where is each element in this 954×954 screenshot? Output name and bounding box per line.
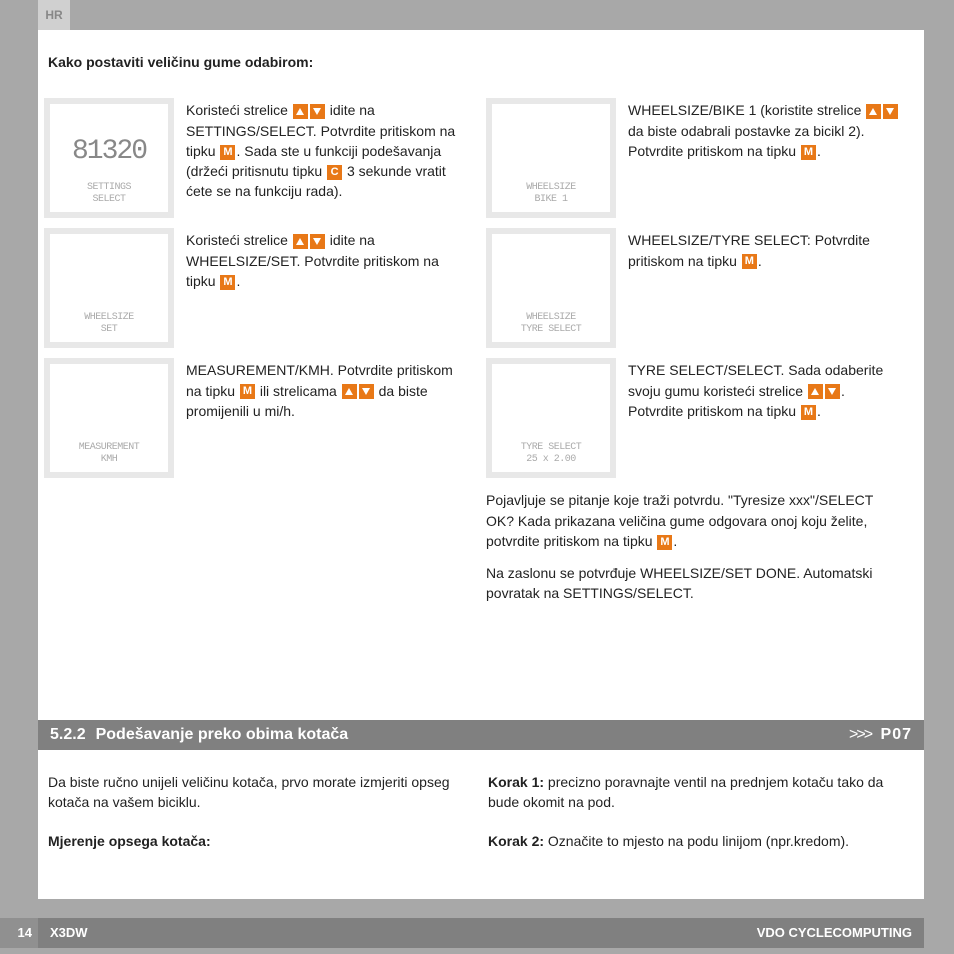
- instruction-item: WHEELSIZESET Koristeći strelice idite na …: [44, 228, 458, 348]
- manual-page: HR Kako postaviti veličinu gume odabirom…: [0, 0, 954, 954]
- lcd-screen: MEASUREMENTKMH: [44, 358, 174, 478]
- ref-code: P07: [881, 726, 912, 743]
- lcd-small-text: MEASUREMENTKMH: [79, 442, 140, 466]
- lcd-small-text: WHEELSIZETYRE SELECT: [521, 312, 582, 336]
- lcd-screen: TYRE SELECT25 x 2.00: [486, 358, 616, 478]
- paragraph: Pojavljuje se pitanje koje traži potvrdu…: [486, 490, 900, 551]
- m-button-icon: [657, 535, 672, 550]
- m-button-icon: [220, 145, 235, 160]
- main-content: Kako postaviti veličinu gume odabirom: 8…: [38, 30, 924, 720]
- instruction-text: MEASUREMENT/KMH. Potvrdite pritiskom na …: [186, 358, 458, 421]
- footer-brand: VDO CYCLECOMPUTING: [757, 924, 912, 943]
- arrow-up-icon: [293, 104, 308, 119]
- lcd-small-text: WHEELSIZESET: [84, 312, 134, 336]
- ref-arrows: >>>: [849, 726, 871, 743]
- step-label: Korak 1:: [488, 774, 544, 790]
- arrow-up-icon: [808, 384, 823, 399]
- instruction-text: WHEELSIZE/TYRE SELECT: Potvrdite pritisk…: [628, 228, 900, 271]
- arrow-down-icon: [883, 104, 898, 119]
- instruction-item: WHEELSIZETYRE SELECT WHEELSIZE/TYRE SELEC…: [486, 228, 900, 348]
- lcd-screen: WHEELSIZEBIKE 1: [486, 98, 616, 218]
- step: Korak 2: Označite to mjesto na podu lini…: [488, 831, 900, 851]
- m-button-icon: [220, 275, 235, 290]
- instruction-text: Koristeći strelice idite na SETTINGS/SEL…: [186, 98, 458, 201]
- language-tab: HR: [38, 0, 70, 30]
- m-button-icon: [801, 405, 816, 420]
- instruction-text: Koristeći strelice idite na WHEELSIZE/SE…: [186, 228, 458, 291]
- instruction-item: MEASUREMENTKMH MEASUREMENT/KMH. Potvrdite…: [44, 358, 458, 478]
- sec2-right: Korak 1: precizno poravnajte ventil na p…: [488, 772, 900, 869]
- instruction-item: TYRE SELECT25 x 2.00 TYRE SELECT/SELECT. …: [486, 358, 900, 478]
- section-number: 5.2.2: [50, 723, 86, 746]
- paragraph: Na zaslonu se potvrđuje WHEELSIZE/SET DO…: [486, 563, 900, 604]
- sec2-left: Da biste ručno unijeli veličinu kotača, …: [48, 772, 460, 869]
- page-number-stripe: 14: [0, 918, 38, 948]
- right-column: WHEELSIZEBIKE 1 WHEELSIZE/BIKE 1 (koristi…: [486, 98, 900, 603]
- instruction-item: 81320 SETTINGSSELECT Koristeći strelice id…: [44, 98, 458, 218]
- section-title: Podešavanje preko obima kotača: [96, 723, 849, 746]
- arrow-down-icon: [310, 234, 325, 249]
- lcd-screen: WHEELSIZESET: [44, 228, 174, 348]
- m-button-icon: [742, 254, 757, 269]
- arrow-up-icon: [293, 234, 308, 249]
- lcd-small-text: WHEELSIZEBIKE 1: [526, 182, 576, 206]
- paragraph: Da biste ručno unijeli veličinu kotača, …: [48, 772, 460, 813]
- page-heading: Kako postaviti veličinu gume odabirom:: [48, 52, 900, 72]
- section-content: Da biste ručno unijeli veličinu kotača, …: [38, 750, 924, 899]
- instruction-item: WHEELSIZEBIKE 1 WHEELSIZE/BIKE 1 (koristi…: [486, 98, 900, 218]
- arrow-down-icon: [359, 384, 374, 399]
- arrow-up-icon: [866, 104, 881, 119]
- arrow-up-icon: [342, 384, 357, 399]
- lcd-screen: WHEELSIZETYRE SELECT: [486, 228, 616, 348]
- footer-model: X3DW: [50, 924, 757, 943]
- step: Korak 1: precizno poravnajte ventil na p…: [488, 772, 900, 813]
- page-footer: X3DW VDO CYCLECOMPUTING: [38, 918, 924, 948]
- step-label: Korak 2:: [488, 833, 544, 849]
- lcd-small-text: SETTINGSSELECT: [87, 182, 131, 206]
- left-column: 81320 SETTINGSSELECT Koristeći strelice id…: [44, 98, 458, 603]
- instruction-text: TYRE SELECT/SELECT. Sada odaberite svoju…: [628, 358, 900, 421]
- m-button-icon: [240, 384, 255, 399]
- section-ref: >>> P07: [849, 723, 912, 746]
- lcd-screen: 81320 SETTINGSSELECT: [44, 98, 174, 218]
- c-button-icon: [327, 165, 342, 180]
- lcd-big-text: 81320: [72, 138, 146, 166]
- instruction-text: WHEELSIZE/BIKE 1 (koristite strelice da …: [628, 98, 900, 161]
- lcd-small-text: TYRE SELECT25 x 2.00: [521, 442, 582, 466]
- arrow-down-icon: [310, 104, 325, 119]
- arrow-down-icon: [825, 384, 840, 399]
- m-button-icon: [801, 145, 816, 160]
- section-header: 5.2.2 Podešavanje preko obima kotača >>>…: [38, 720, 924, 750]
- paragraph: Mjerenje opsega kotača:: [48, 831, 460, 851]
